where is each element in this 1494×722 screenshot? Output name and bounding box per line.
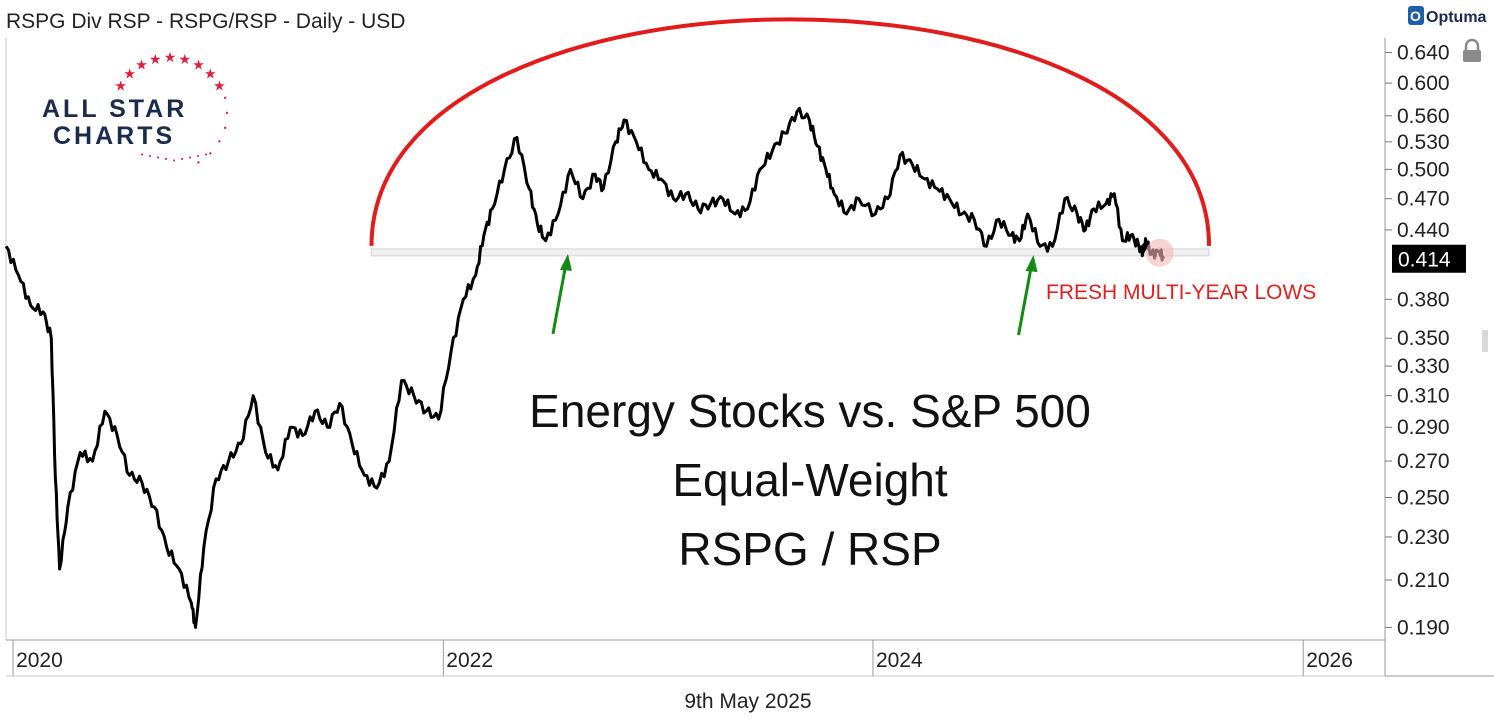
logo-dot: •	[172, 157, 176, 165]
y-tick-label: 0.530	[1397, 131, 1450, 154]
y-tick-label: 0.600	[1397, 72, 1450, 95]
y-tick-label: 0.330	[1397, 355, 1450, 378]
arrow-head	[1025, 255, 1038, 272]
svg-text:O: O	[1410, 8, 1421, 24]
logo-star: •	[196, 158, 201, 167]
scale-handle[interactable]	[1482, 330, 1488, 352]
logo-dot: •	[148, 153, 152, 161]
callout-fresh-lows: FRESH MULTI-YEAR LOWS	[1046, 281, 1316, 304]
logo-dot: •	[156, 154, 160, 162]
logo-line-2: CHARTS	[53, 122, 175, 150]
x-tick-label: 2026	[1306, 649, 1353, 672]
y-tick-label: 0.470	[1397, 188, 1450, 211]
footer-date: 9th May 2025	[684, 690, 811, 713]
logo-dot: •	[204, 151, 208, 159]
logo-star: ★	[123, 67, 136, 83]
logo-dot: •	[164, 156, 168, 164]
y-tick-label: 0.190	[1397, 616, 1450, 639]
x-tick-label: 2020	[16, 649, 63, 672]
arrow-shaft	[1017, 264, 1033, 336]
arrow-shaft	[551, 263, 568, 335]
logo-star: •	[223, 124, 228, 133]
x-tick-label: 2024	[876, 649, 923, 672]
optuma-brand-label: Optuma	[1426, 9, 1487, 26]
support-arrows	[551, 253, 1038, 336]
series-line-rspg-rsp	[4, 106, 1166, 629]
y-tick-label: 0.500	[1397, 158, 1450, 181]
y-tick-label: 0.380	[1397, 288, 1450, 311]
logo-star: ★	[135, 58, 148, 74]
support-line	[370, 248, 1210, 257]
annotation-title-line-2: Equal-Weight	[672, 454, 948, 506]
support-band	[370, 248, 1210, 257]
y-tick-label: 0.560	[1397, 105, 1450, 128]
annotation-title-line-3: RSPG / RSP	[678, 523, 941, 575]
logo-star: ★	[178, 52, 191, 68]
last-value-badge: 0.414	[1392, 244, 1466, 273]
y-tick-label: 0.350	[1397, 327, 1450, 350]
rounding-top-arc	[369, 17, 1212, 246]
last-value-label: 0.414	[1398, 249, 1451, 272]
logo-stars: ★★★ ★ ★ ★ ★★★••••••• • • • • • • • •	[114, 50, 229, 167]
logo-dot: •	[180, 156, 184, 164]
y-tick-label: 0.210	[1397, 569, 1450, 592]
logo-star: ★	[149, 52, 162, 68]
logo-star: •	[208, 149, 213, 158]
y-tick-label: 0.290	[1397, 416, 1450, 439]
logo-star: ★	[164, 50, 177, 66]
y-tick-label: 0.310	[1397, 385, 1450, 408]
allstarcharts-logo: ★★★ ★ ★ ★ ★★★••••••• • • • • • • • • ALL STAR CHARTS	[42, 50, 229, 167]
logo-line-1: ALL STAR	[42, 95, 187, 123]
y-axis-ticks: 0.640 0.600 0.560 0.530 0.500 0.470 0.440 0.380…	[1385, 42, 1450, 639]
logo-star: ★	[114, 79, 127, 95]
logo-star: •	[217, 138, 222, 147]
y-tick-label: 0.440	[1397, 219, 1450, 242]
y-tick-label: 0.250	[1397, 486, 1450, 509]
y-tick-label: 0.640	[1397, 42, 1450, 65]
fresh-low-highlight	[1145, 238, 1174, 267]
logo-star: ★	[192, 58, 205, 74]
optuma-brand: O Optuma	[1408, 6, 1487, 26]
lock-icon[interactable]	[1463, 38, 1481, 62]
x-tick-label: 2022	[446, 649, 493, 672]
logo-dot: •	[188, 154, 192, 162]
optuma-logo-icon	[1408, 6, 1424, 25]
x-axis-ticks: 2020 2022 2024 2026	[12, 640, 1353, 676]
logo-star: ★	[213, 79, 226, 95]
y-tick-label: 0.230	[1397, 526, 1450, 549]
logo-star: ★	[204, 67, 217, 83]
annotation-title-line-1: Energy Stocks vs. S&P 500	[529, 385, 1091, 437]
y-tick-label: 0.270	[1397, 450, 1450, 473]
logo-star: •	[225, 109, 230, 118]
chart-header-title: RSPG Div RSP - RSPG/RSP - Daily - USD	[6, 10, 405, 33]
logo-star: •	[223, 94, 228, 103]
arrow-head	[559, 253, 572, 271]
logo-dot: •	[196, 153, 200, 161]
logo-dot: •	[140, 151, 144, 159]
